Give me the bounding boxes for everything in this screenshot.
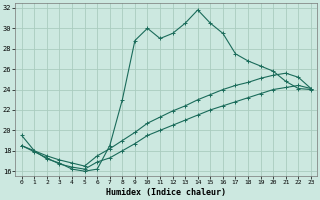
- X-axis label: Humidex (Indice chaleur): Humidex (Indice chaleur): [106, 188, 226, 197]
